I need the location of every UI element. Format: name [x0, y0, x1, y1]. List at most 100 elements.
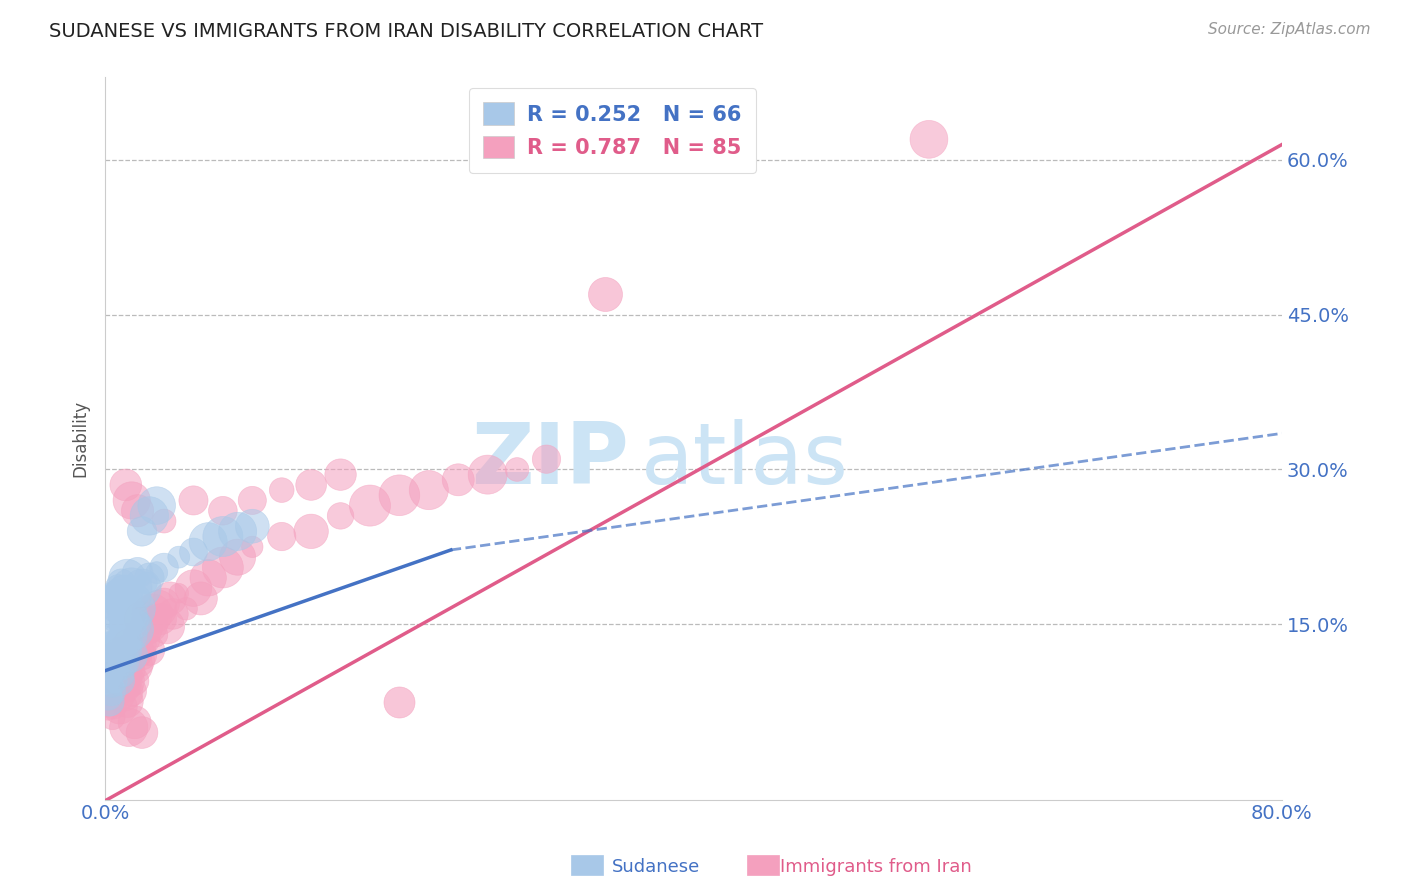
Point: [121, 493, 143, 508]
Point: [388, 488, 411, 502]
Point: [101, 710, 124, 724]
Point: [107, 581, 129, 595]
Point: [112, 586, 135, 600]
Point: [138, 643, 160, 657]
Point: [145, 499, 167, 513]
Point: [240, 493, 263, 508]
Point: [103, 699, 125, 714]
Point: [98, 695, 121, 709]
Point: [108, 591, 131, 606]
Point: [108, 673, 131, 688]
Point: [110, 690, 132, 704]
Point: [127, 627, 149, 641]
Point: [118, 638, 141, 652]
Point: [103, 601, 125, 615]
Point: [105, 664, 128, 678]
Point: [226, 550, 249, 565]
Point: [104, 586, 127, 600]
Point: [125, 617, 148, 632]
Point: [111, 638, 134, 652]
Point: [124, 643, 146, 657]
Point: [131, 725, 153, 739]
Point: [329, 508, 352, 523]
Point: [270, 530, 292, 544]
Point: [101, 679, 124, 693]
Point: [122, 658, 145, 673]
Point: [183, 493, 205, 508]
Point: [143, 627, 166, 641]
Point: [98, 638, 121, 652]
Point: [418, 483, 440, 497]
Point: [104, 690, 127, 704]
Point: [117, 632, 139, 647]
Point: [114, 673, 136, 688]
Point: [103, 669, 125, 683]
Point: [150, 612, 173, 626]
Point: [104, 648, 127, 663]
Point: [329, 467, 352, 482]
Point: [105, 638, 128, 652]
Point: [153, 560, 176, 574]
Point: [145, 566, 167, 580]
Point: [226, 524, 249, 539]
Point: [101, 653, 124, 667]
Point: [156, 619, 179, 633]
Text: Sudanese: Sudanese: [612, 858, 700, 876]
Point: [117, 653, 139, 667]
Point: [135, 576, 157, 591]
Point: [107, 658, 129, 673]
Point: [98, 597, 121, 611]
Point: [108, 699, 131, 714]
Point: [111, 684, 134, 698]
Text: ZIP: ZIP: [471, 418, 628, 501]
Text: SUDANESE VS IMMIGRANTS FROM IRAN DISABILITY CORRELATION CHART: SUDANESE VS IMMIGRANTS FROM IRAN DISABIL…: [49, 22, 763, 41]
Point: [96, 673, 118, 688]
Point: [121, 648, 143, 663]
Point: [104, 612, 127, 626]
Point: [117, 607, 139, 621]
Point: [121, 612, 143, 626]
Point: [101, 679, 124, 693]
Point: [100, 623, 122, 637]
Point: [197, 571, 219, 585]
Point: [129, 638, 152, 652]
Point: [103, 673, 125, 688]
Legend: R = 0.252   N = 66, R = 0.787   N = 85: R = 0.252 N = 66, R = 0.787 N = 85: [468, 87, 756, 173]
Point: [111, 664, 134, 678]
Point: [299, 524, 322, 539]
Point: [159, 591, 181, 606]
Point: [101, 632, 124, 647]
Point: [131, 648, 153, 663]
Point: [127, 566, 149, 580]
Point: [122, 623, 145, 637]
Point: [107, 679, 129, 693]
Point: [101, 648, 124, 663]
Point: [117, 571, 139, 585]
Point: [100, 664, 122, 678]
Point: [105, 684, 128, 698]
Point: [174, 601, 197, 615]
Point: [105, 669, 128, 683]
Point: [127, 504, 149, 518]
Point: [105, 597, 128, 611]
Point: [212, 504, 235, 518]
Point: [131, 612, 153, 626]
Point: [100, 591, 122, 606]
Text: Source: ZipAtlas.com: Source: ZipAtlas.com: [1208, 22, 1371, 37]
Point: [110, 669, 132, 683]
Y-axis label: Disability: Disability: [72, 400, 89, 477]
Point: [98, 669, 121, 683]
Point: [536, 452, 558, 467]
Point: [167, 550, 190, 565]
Point: [112, 679, 135, 693]
Point: [98, 669, 121, 683]
Point: [114, 617, 136, 632]
Point: [240, 540, 263, 554]
Point: [98, 653, 121, 667]
Point: [240, 519, 263, 533]
Point: [162, 607, 184, 621]
Point: [167, 586, 190, 600]
Point: [183, 581, 205, 595]
Point: [138, 508, 160, 523]
Point: [131, 581, 153, 595]
